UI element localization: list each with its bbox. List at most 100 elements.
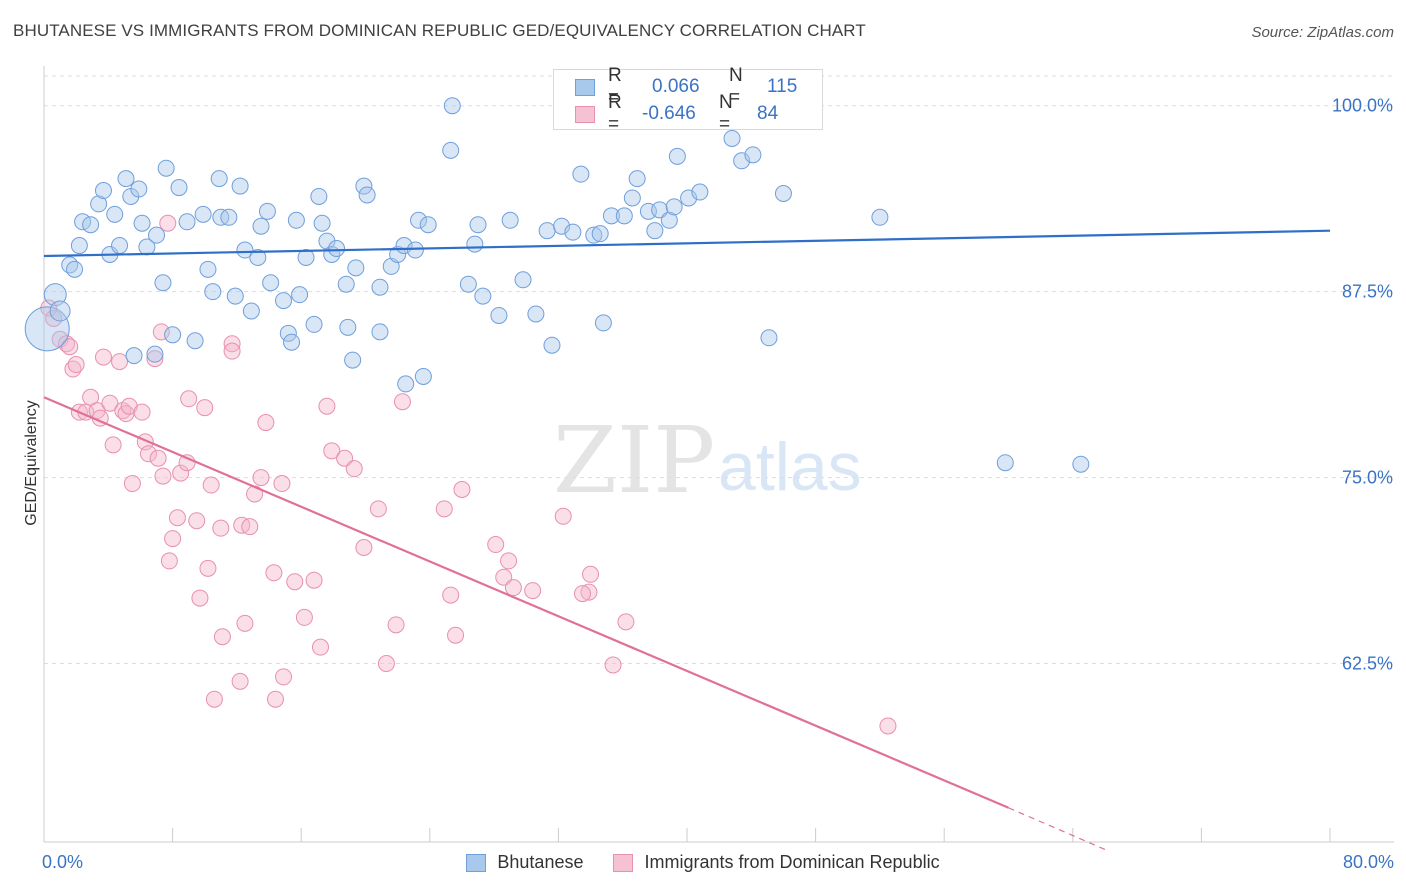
- data-point-bhutanese: [66, 260, 84, 278]
- watermark: ZIP atlas: [553, 407, 862, 514]
- data-point-dominican: [524, 582, 542, 600]
- data-point-dominican: [369, 500, 387, 518]
- data-point-bhutanese: [538, 222, 556, 240]
- data-point-bhutanese: [117, 170, 135, 188]
- data-point-bhutanese: [514, 271, 532, 289]
- data-point-bhutanese: [397, 375, 415, 393]
- data-point-dominican: [257, 414, 275, 432]
- data-point-dominican: [223, 335, 241, 353]
- data-point-bhutanese: [90, 195, 108, 213]
- trend-line-dominican: [43, 396, 1009, 809]
- series-legend: Bhutanese Immigrants from Dominican Repu…: [0, 852, 1406, 873]
- data-point-bhutanese: [651, 201, 669, 219]
- data-point-bhutanese: [111, 237, 129, 255]
- trend-line-bhutanese: [43, 229, 1331, 258]
- data-point-bhutanese: [106, 205, 124, 223]
- data-point-bhutanese: [466, 235, 484, 253]
- data-point-bhutanese: [723, 129, 741, 147]
- data-point-bhutanese: [82, 216, 100, 234]
- data-point-bhutanese: [543, 336, 561, 354]
- data-point-dominican: [580, 583, 598, 601]
- data-point-bhutanese: [249, 248, 267, 266]
- watermark-zip: ZIP: [553, 407, 715, 514]
- data-point-dominican: [604, 656, 622, 674]
- data-point-dominican: [500, 552, 518, 570]
- data-point-dominican: [94, 348, 112, 366]
- data-point-dominican: [212, 519, 230, 537]
- data-point-dominican: [202, 476, 220, 494]
- data-point-dominican: [504, 579, 522, 597]
- data-point-bhutanese: [164, 326, 182, 344]
- data-point-dominican: [152, 323, 170, 341]
- data-point-dominican: [133, 403, 151, 421]
- data-point-bhutanese: [527, 305, 545, 323]
- data-point-bhutanese: [283, 333, 301, 351]
- data-point-dominican: [236, 614, 254, 632]
- y-tick-label: 100.0%: [1332, 96, 1393, 116]
- data-point-dominican: [442, 586, 460, 604]
- data-point-dominican: [159, 214, 177, 232]
- data-point-bhutanese: [148, 226, 166, 244]
- data-point-bhutanese: [572, 165, 590, 183]
- data-point-bhutanese: [469, 216, 487, 234]
- data-point-dominican: [168, 509, 186, 527]
- data-point-bhutanese: [665, 198, 683, 216]
- data-point-bhutanese: [305, 315, 323, 333]
- data-point-bhutanese: [668, 147, 686, 165]
- legend-swatch-pink: [613, 853, 634, 872]
- legend-r-value: -0.646: [642, 103, 696, 124]
- data-point-bhutanese: [258, 202, 276, 220]
- data-point-bhutanese: [61, 256, 79, 274]
- data-point-bhutanese: [371, 323, 389, 341]
- data-point-bhutanese: [252, 217, 270, 235]
- data-point-bhutanese: [226, 287, 244, 305]
- data-point-dominican: [149, 449, 167, 467]
- legend-item-dominican: Immigrants from Dominican Republic: [613, 852, 940, 873]
- data-point-bhutanese: [406, 241, 424, 259]
- data-point-dominican: [617, 613, 635, 631]
- data-point-bhutanese: [242, 302, 260, 320]
- data-point-dominican: [231, 672, 249, 690]
- legend-swatch-blue: [575, 78, 595, 96]
- data-point-bhutanese: [871, 208, 889, 226]
- data-point-dominican: [160, 552, 178, 570]
- data-point-dominican: [387, 616, 405, 634]
- data-point-dominican: [393, 393, 411, 411]
- legend-n-value: 84: [757, 103, 779, 124]
- stats-legend: R = 0.066 N = 115 R = -0.646 N = 84: [553, 65, 823, 135]
- data-point-bhutanese: [130, 180, 148, 198]
- data-point-bhutanese: [358, 186, 376, 204]
- data-point-bhutanese: [220, 208, 238, 226]
- data-point-dominican: [101, 394, 119, 412]
- data-point-bhutanese: [194, 205, 212, 223]
- data-point-bhutanese: [24, 306, 70, 352]
- data-point-dominican: [172, 464, 190, 482]
- data-point-dominican: [879, 717, 897, 735]
- data-point-dominican: [574, 585, 592, 603]
- data-point-bhutanese: [287, 211, 305, 229]
- data-point-bhutanese: [236, 241, 254, 259]
- data-point-bhutanese: [419, 216, 437, 234]
- data-point-bhutanese: [133, 214, 151, 232]
- legend-n-value: 115: [767, 76, 798, 97]
- data-point-dominican: [154, 467, 172, 485]
- data-point-dominican: [164, 530, 182, 548]
- data-point-bhutanese: [178, 213, 196, 231]
- data-point-bhutanese: [310, 187, 328, 205]
- legend-item-bhutanese: Bhutanese: [466, 852, 583, 873]
- chart-title: BHUTANESE VS IMMIGRANTS FROM DOMINICAN R…: [13, 21, 866, 40]
- trend-line-dominican-extension: [1008, 807, 1106, 850]
- data-point-dominican: [139, 445, 157, 463]
- data-point-bhutanese: [49, 300, 71, 322]
- data-point-dominican: [435, 500, 453, 518]
- data-point-bhutanese: [157, 159, 175, 177]
- data-point-bhutanese: [199, 260, 217, 278]
- data-point-dominican: [241, 518, 259, 536]
- trend-lines: [43, 229, 1331, 850]
- data-point-bhutanese: [231, 177, 249, 195]
- data-point-bhutanese: [297, 248, 315, 266]
- data-point-bhutanese: [733, 152, 751, 170]
- data-point-bhutanese: [996, 454, 1014, 472]
- data-point-dominican: [495, 568, 513, 586]
